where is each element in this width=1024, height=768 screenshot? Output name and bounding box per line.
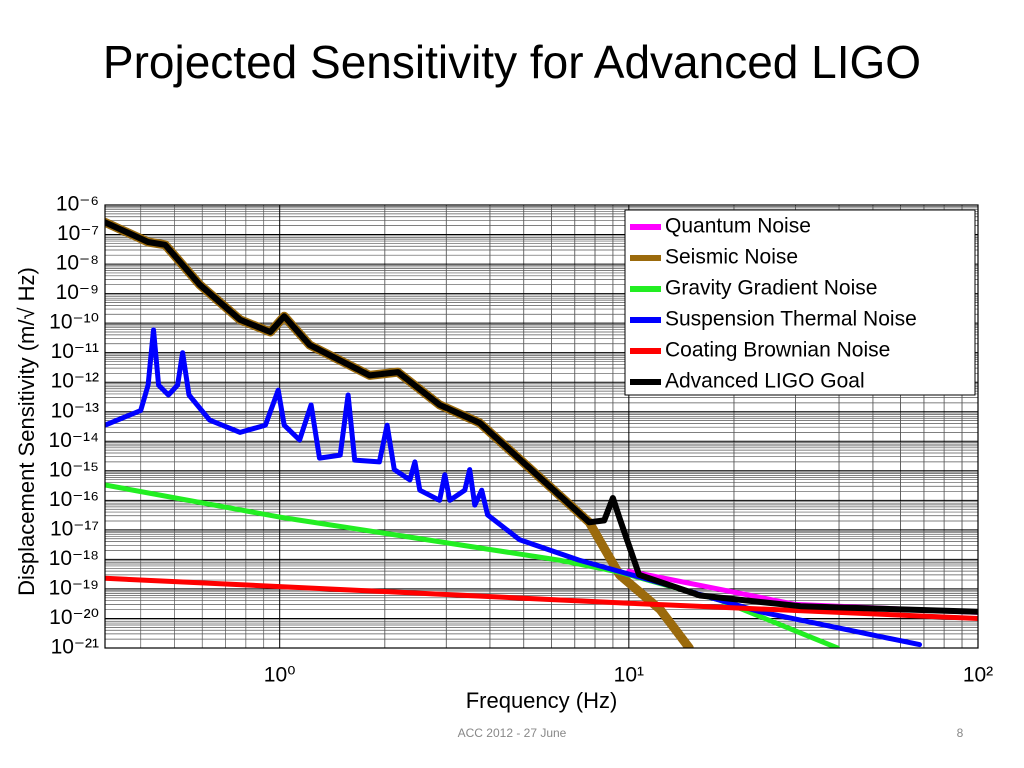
- y-tick-label: 10⁻¹⁰: [49, 311, 99, 334]
- slide-title: Projected Sensitivity for Advanced LIGO: [102, 36, 922, 88]
- x-axis-label: Frequency (Hz): [466, 688, 618, 713]
- y-tick-label: 10⁻⁹: [56, 281, 99, 304]
- legend-box: [624, 209, 976, 396]
- y-tick-label: 10⁻⁶: [56, 193, 99, 216]
- y-tick-label: 10⁻⁷: [57, 222, 99, 245]
- legend-label: Coating Brownian Noise: [665, 339, 890, 362]
- legend-label: Seismic Noise: [665, 246, 798, 269]
- series-layer: [105, 217, 978, 648]
- series-line: [105, 575, 978, 621]
- legend-label: Gravity Gradient Noise: [665, 277, 877, 300]
- y-tick-label: 10⁻¹⁹: [49, 576, 99, 599]
- legend-label: Advanced LIGO Goal: [665, 370, 865, 393]
- footer: ACC 2012 - 27 June: [457, 726, 567, 740]
- y-tick-label: 10⁻¹⁷: [50, 517, 99, 540]
- y-tick-label: 10⁻¹⁴: [49, 429, 99, 452]
- y-tick-label: 10⁻¹⁸: [49, 547, 99, 570]
- y-tick-label: 10⁻¹⁶: [49, 488, 99, 511]
- legend-label: Suspension Thermal Noise: [665, 308, 917, 331]
- chart: 10⁻²¹ 10⁻²⁰ 10⁻¹⁹ 10⁻¹⁸ 10⁻¹⁷ 10⁻¹⁶ 10⁻¹⁵ 10⁻¹⁴…: [14, 193, 993, 713]
- series-line: [105, 327, 922, 648]
- y-tick-label: 10⁻¹²: [51, 370, 99, 393]
- y-axis-label: Displacement Sensitivity (m/√ Hz): [14, 267, 39, 596]
- series-line: [105, 219, 978, 615]
- y-tick-label: 10⁻²¹: [51, 636, 99, 659]
- x-tick-label: 10¹: [614, 664, 644, 687]
- y-tick-label: 10⁻¹¹: [51, 340, 99, 363]
- y-tick-label: 10⁻²⁰: [49, 606, 99, 629]
- y-tick-label: 10⁻⁸: [56, 252, 99, 275]
- x-tick-label: 10⁰: [264, 664, 296, 687]
- y-tick-label: 10⁻¹³: [51, 399, 99, 422]
- page-number: 8: [956, 726, 964, 740]
- x-tick-label: 10²: [963, 664, 993, 687]
- plot-frame: [104, 204, 979, 649]
- legend-label: Quantum Noise: [665, 215, 811, 238]
- y-tick-label: 10⁻¹⁵: [49, 458, 99, 481]
